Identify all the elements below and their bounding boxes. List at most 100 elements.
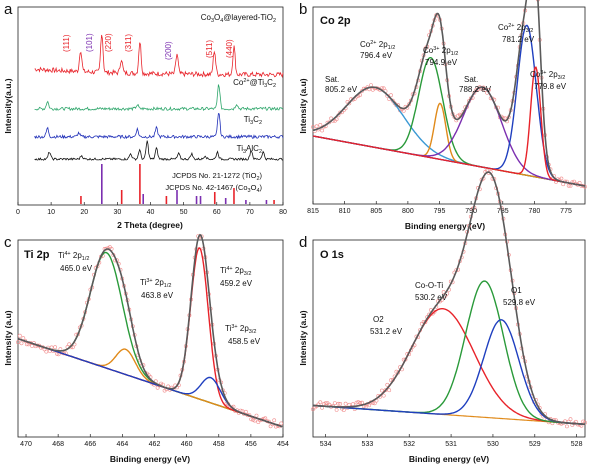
x-tick-label: 531 bbox=[445, 441, 457, 448]
raw-data-point bbox=[53, 345, 58, 350]
raw-data-point bbox=[17, 333, 22, 338]
panel-c-curves bbox=[16, 233, 284, 429]
x-tick-label: 456 bbox=[245, 441, 257, 448]
x-tick-label: 30 bbox=[113, 209, 121, 216]
miller-indices: (111) (101) (220) (311) (200) (511) (440… bbox=[62, 33, 234, 60]
c-ti3-2p32-value: 458.5 eV bbox=[228, 337, 261, 346]
c-ti4-2p12-label: Ti4+ 2p1/2 bbox=[58, 251, 89, 262]
x-tick-label: 800 bbox=[402, 208, 414, 215]
x-tick-label: 460 bbox=[181, 441, 193, 448]
raw-data-point bbox=[263, 416, 268, 421]
raw-data-point bbox=[252, 418, 257, 423]
d-o2-label: O2 bbox=[373, 315, 384, 324]
b-co2-2p12-label: Co2+ 2p1/2 bbox=[360, 40, 395, 51]
x-tick-label: 528 bbox=[571, 441, 583, 448]
b-co3-2p32-value: 779.8 eV bbox=[534, 82, 567, 91]
d-o2-value: 531.2 eV bbox=[370, 327, 403, 336]
raw-data-point bbox=[559, 176, 564, 181]
x-tick-label: 532 bbox=[403, 441, 415, 448]
raw-data-point bbox=[272, 418, 277, 423]
b-co2-2p32-label: Co2+ 2p3/2 bbox=[498, 23, 533, 34]
panel-letter-c: c bbox=[4, 234, 12, 251]
x-tick-label: 454 bbox=[277, 441, 289, 448]
raw-data-point bbox=[385, 382, 390, 387]
c-ti3-2p12-label: Ti3+ 2p1/2 bbox=[140, 278, 171, 289]
raw-data-point bbox=[341, 408, 346, 413]
d-o1-label: O1 bbox=[511, 286, 522, 295]
panel-b-curves bbox=[311, 0, 587, 189]
raw-data-point bbox=[407, 102, 412, 107]
panel-c-xlabel: Binding energy (eV) bbox=[110, 454, 190, 464]
x-tick-label: 466 bbox=[84, 441, 96, 448]
panel-b-xlabel: Binding energy (eV) bbox=[405, 221, 485, 231]
c-ti3-2p32-label: Ti3+ 2p3/2 bbox=[225, 324, 256, 335]
x-tick-label: 790 bbox=[465, 208, 477, 215]
raw-data-point bbox=[503, 116, 508, 121]
raw-data-point bbox=[338, 110, 343, 115]
xrd-series-3 bbox=[34, 140, 284, 162]
raw-data-point bbox=[19, 341, 24, 346]
raw-data-point bbox=[367, 403, 372, 408]
b-sat-805-value: 805.2 eV bbox=[325, 85, 358, 94]
raw-data-point bbox=[249, 417, 254, 422]
raw-data-point bbox=[583, 420, 587, 425]
panel-d: d O 1s 534 533 532 531 530 529 528 Binding ene… bbox=[298, 168, 587, 464]
raw-data-point bbox=[358, 93, 363, 97]
panel-d-ylabel: Intensity (a.u) bbox=[298, 310, 308, 365]
x-tick-label: 0 bbox=[16, 209, 20, 216]
x-tick-label: 462 bbox=[149, 441, 161, 448]
panel-b-frame bbox=[312, 6, 586, 205]
panel-letter-a: a bbox=[4, 1, 13, 18]
legend-ti3c2: Ti3C2 bbox=[244, 115, 262, 126]
fit-component-5 bbox=[312, 66, 586, 187]
panel-d-x-ticks: 534 533 532 531 530 529 528 bbox=[320, 434, 583, 448]
c-ti3-2p12-value: 463.8 eV bbox=[141, 291, 174, 300]
b-sat-805-label: Sat. bbox=[325, 75, 339, 84]
fit-envelope bbox=[313, 171, 586, 426]
raw-data-point bbox=[338, 401, 343, 406]
miller-101: (101) bbox=[85, 33, 94, 52]
b-sat-788-label: Sat. bbox=[464, 75, 478, 84]
legend-jcpds-tio2: JCPDS No. 21-1272 (TiO2) bbox=[172, 171, 262, 182]
panel-d-xlabel: Binding energy (eV) bbox=[409, 454, 489, 464]
raw-data-point bbox=[360, 400, 364, 405]
panel-a-curves bbox=[34, 34, 284, 162]
raw-data-point bbox=[381, 86, 386, 91]
x-tick-label: 530 bbox=[487, 441, 499, 448]
fit-envelope bbox=[312, 0, 586, 187]
panel-d-title: O 1s bbox=[320, 249, 344, 261]
x-tick-label: 464 bbox=[117, 441, 129, 448]
x-tick-label: 780 bbox=[529, 208, 541, 215]
raw-data-point bbox=[155, 385, 160, 390]
panel-a-ylabel: Intensity(a.u.) bbox=[3, 78, 13, 133]
raw-data-point bbox=[70, 345, 75, 350]
panel-letter-d: d bbox=[299, 234, 307, 251]
raw-data-point bbox=[268, 424, 273, 429]
xrd-series-2 bbox=[34, 113, 284, 140]
raw-data-point bbox=[383, 388, 388, 393]
panel-c-ylabel: Intensity (a.u) bbox=[3, 310, 13, 365]
miller-200: (200) bbox=[164, 41, 173, 60]
miller-311: (311) bbox=[124, 34, 133, 52]
miller-220: (220) bbox=[104, 33, 113, 52]
panel-c-annotations: Ti4+ 2p1/2 465.0 eV Ti3+ 2p1/2 463.8 eV … bbox=[58, 251, 261, 346]
legend-jcpds-co3o4: JCPDS No. 42-1467 (Co3O4) bbox=[165, 183, 262, 194]
raw-data-point bbox=[565, 424, 569, 429]
raw-data-point bbox=[381, 393, 386, 398]
raw-data-point bbox=[311, 125, 315, 129]
raw-data-point bbox=[251, 417, 255, 422]
x-tick-label: 40 bbox=[147, 209, 155, 216]
raw-data-point bbox=[474, 88, 479, 92]
raw-data-point bbox=[360, 89, 364, 93]
panel-c: c Ti 2p 470 468 466 464 462 460 458 456 454 Bind… bbox=[3, 233, 289, 464]
raw-data-point bbox=[243, 409, 248, 414]
x-tick-label: 458 bbox=[213, 441, 225, 448]
miller-511: (511) bbox=[205, 40, 214, 58]
d-co-o-ti-value: 530.2 eV bbox=[415, 293, 448, 302]
raw-data-point bbox=[30, 344, 34, 348]
raw-data-point bbox=[327, 120, 332, 125]
raw-data-point bbox=[323, 401, 328, 406]
panel-letter-b: b bbox=[299, 1, 307, 18]
x-tick-label: 805 bbox=[370, 208, 382, 215]
